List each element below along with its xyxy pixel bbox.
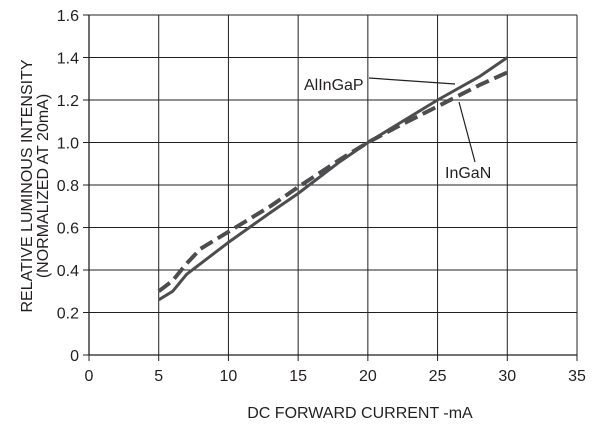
x-tick-label: 10 bbox=[220, 368, 238, 385]
y-tick-label: 1.0 bbox=[57, 136, 79, 153]
y-tick-label: 1.4 bbox=[57, 51, 79, 68]
y-tick-label: 0.6 bbox=[57, 221, 79, 238]
x-tick-label: 25 bbox=[429, 368, 447, 385]
grid bbox=[89, 14, 578, 355]
series-label-ingan: InGaN bbox=[445, 165, 491, 182]
y-axis-title: RELATIVE LUMINOUS INTENSITY (NORMALIZED … bbox=[19, 59, 52, 312]
x-tick-label: 0 bbox=[85, 368, 94, 385]
x-tick-label: 30 bbox=[498, 368, 516, 385]
y-axis-title-line1: RELATIVE LUMINOUS INTENSITY bbox=[19, 59, 36, 312]
x-axis-title: DC FORWARD CURRENT -mA bbox=[247, 405, 473, 422]
y-tick-label: 0 bbox=[70, 348, 79, 365]
leader-line-alingap bbox=[368, 77, 456, 85]
plot-area bbox=[157, 56, 509, 302]
series-label-alingap: AlInGaP bbox=[304, 77, 364, 94]
series-line-alingap bbox=[157, 56, 509, 302]
y-tick-label: 0.4 bbox=[57, 263, 79, 280]
y-tick-label: 0.8 bbox=[57, 178, 79, 195]
annotation-alingap: AlInGaP bbox=[304, 77, 456, 94]
x-tick-label: 15 bbox=[289, 368, 307, 385]
leader-line-ingan bbox=[458, 101, 476, 163]
tick-labels: 0 5 10 15 20 25 30 35 0 0.2 0.4 0.6 0.8 1.0 1.2 1.4 1.6 bbox=[57, 8, 586, 385]
y-tick-label: 1.6 bbox=[57, 8, 79, 25]
axes bbox=[83, 14, 578, 361]
annotation-ingan: InGaN bbox=[445, 101, 491, 182]
y-tick-label: 1.2 bbox=[57, 93, 79, 110]
y-tick-label: 0.2 bbox=[57, 306, 79, 323]
x-tick-label: 20 bbox=[359, 368, 377, 385]
x-tick-label: 35 bbox=[568, 368, 586, 385]
y-axis-title-line2: (NORMALIZED AT 20mA) bbox=[35, 94, 52, 278]
x-tick-label: 5 bbox=[154, 368, 163, 385]
